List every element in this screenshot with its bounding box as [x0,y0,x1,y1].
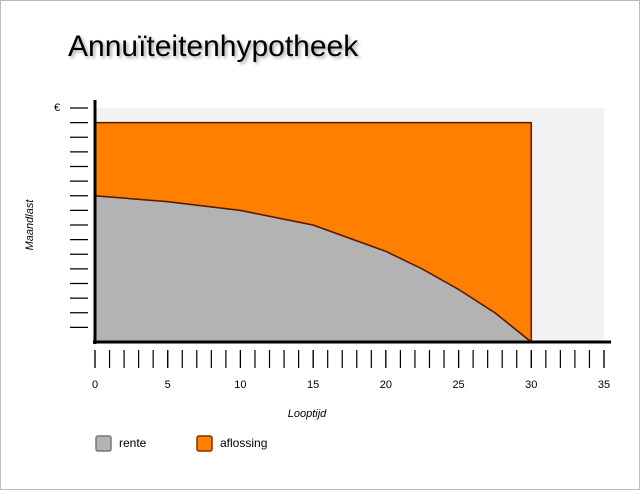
y-axis-label: Maandlast [24,199,36,251]
y-unit: € [54,102,60,114]
x-tick-label: 0 [92,379,98,391]
x-tick-label: 5 [165,379,171,391]
x-tick-label: 20 [380,379,392,391]
legend-label: rente [119,436,147,450]
legend-label: aflossing [220,436,267,450]
x-tick-label: 25 [452,379,464,391]
x-tick-label: 10 [234,379,246,391]
x-tick-label: 35 [598,379,610,391]
chart-title: Annuïteitenhypotheek [68,30,359,63]
x-tick-label: 30 [525,379,537,391]
x-axis-label: Looptijd [288,408,327,420]
x-tick-label: 15 [307,379,319,391]
legend-swatch [95,435,112,452]
legend-swatch [196,435,213,452]
